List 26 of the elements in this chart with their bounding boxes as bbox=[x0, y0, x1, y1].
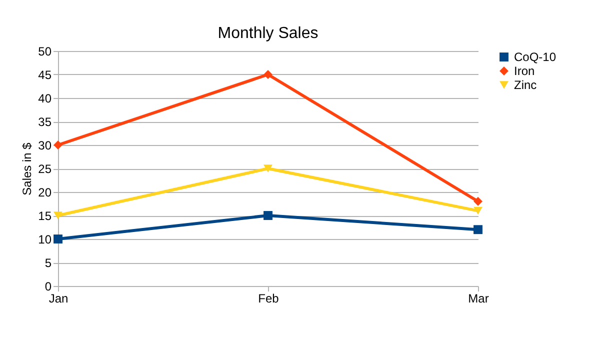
y-tick-label: 15 bbox=[38, 209, 52, 223]
y-tick-label: 35 bbox=[38, 115, 52, 129]
y-tick-label: 45 bbox=[38, 68, 52, 82]
x-tick-label: Mar bbox=[468, 292, 489, 306]
point bbox=[474, 225, 482, 234]
y-tick-label: 50 bbox=[38, 44, 52, 58]
point bbox=[474, 196, 482, 206]
y-tick-label: 40 bbox=[38, 92, 52, 106]
point bbox=[264, 164, 272, 172]
chart-title: Monthly Sales bbox=[218, 25, 318, 42]
y-tick-label: 10 bbox=[38, 232, 52, 246]
x-tick-label: Feb bbox=[258, 292, 280, 306]
y-tick-label: 0 bbox=[44, 280, 52, 294]
legend-label: Zinc bbox=[514, 78, 537, 92]
legend-label: Iron bbox=[514, 64, 535, 78]
y-tick-label: 20 bbox=[38, 186, 52, 200]
point bbox=[474, 206, 482, 215]
point bbox=[264, 70, 272, 79]
x-tick-label: Jan bbox=[48, 292, 68, 306]
point bbox=[264, 211, 272, 220]
y-tick-label: 30 bbox=[38, 138, 52, 152]
y-tick-label: 5 bbox=[44, 256, 52, 270]
point bbox=[54, 234, 62, 244]
y-tick-label: 25 bbox=[38, 162, 52, 176]
y-axis-title: Sales in $ bbox=[20, 142, 34, 196]
legend-label: CoQ-10 bbox=[514, 50, 556, 64]
